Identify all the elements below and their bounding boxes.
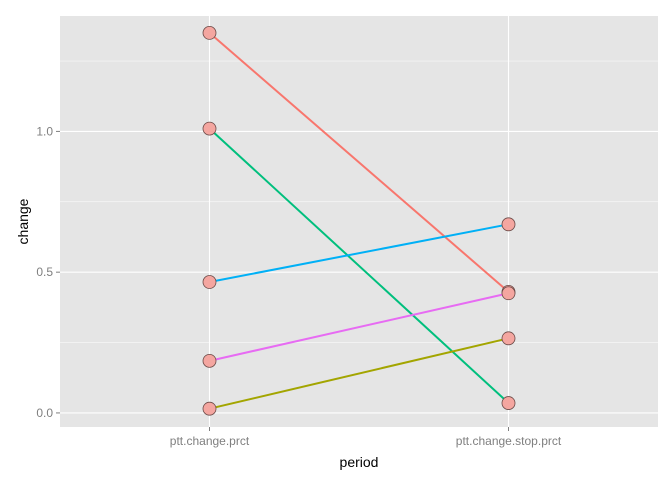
data-point — [202, 401, 217, 416]
x-axis-title: period — [340, 454, 379, 470]
data-point — [202, 121, 217, 136]
y-tick-label: 0.0 — [36, 406, 53, 420]
data-point — [501, 217, 516, 232]
series-points — [202, 25, 516, 416]
x-tick-labels: ptt.change.prct ptt.change.stop.prct — [170, 434, 562, 448]
y-axis-title: change — [15, 198, 31, 244]
x-tick-label: ptt.change.prct — [170, 434, 250, 448]
series-line — [208, 32, 510, 293]
y-tick-label: 0.5 — [36, 265, 53, 279]
data-point — [202, 25, 217, 40]
series-lines — [208, 32, 510, 410]
data-point — [501, 396, 516, 410]
y-tick-label: 1.0 — [36, 124, 53, 138]
series-line — [208, 127, 510, 404]
major-gridlines — [60, 16, 658, 427]
data-point — [501, 331, 516, 346]
series-line — [209, 337, 509, 410]
plot-background — [60, 16, 658, 427]
data-point — [202, 353, 217, 368]
series-line — [209, 223, 509, 284]
series-line — [209, 292, 509, 362]
y-tick-labels: 0.0 0.5 1.0 — [36, 124, 53, 420]
minor-gridlines — [60, 60, 658, 343]
data-point — [202, 275, 217, 289]
data-point — [501, 286, 516, 301]
axis-ticks — [56, 130, 509, 431]
x-tick-label: ptt.change.stop.prct — [456, 434, 562, 448]
